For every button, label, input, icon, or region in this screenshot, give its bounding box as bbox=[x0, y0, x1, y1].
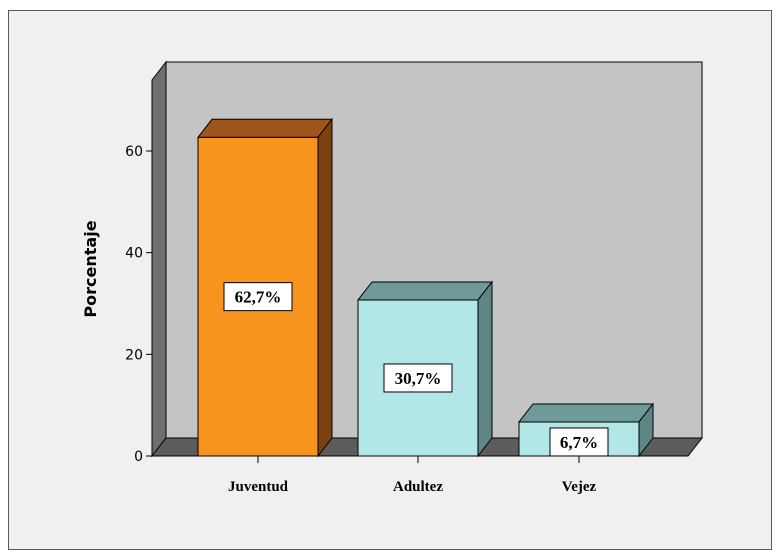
data-label-box bbox=[223, 282, 293, 312]
labels-group: 62,7% Juventud 30,7% Adultez 6,7% Vejez bbox=[223, 282, 609, 495]
y-axis: 0 20 40 60 bbox=[125, 80, 153, 465]
x-tick-label: Vejez bbox=[562, 479, 597, 495]
bar-top bbox=[356, 281, 494, 301]
bar-side bbox=[477, 280, 493, 458]
bar-top bbox=[517, 403, 655, 423]
data-label: 62,7% bbox=[235, 288, 282, 307]
bar-top bbox=[196, 118, 334, 138]
y-tick-label: 60 bbox=[125, 144, 143, 160]
y-tick-label: 0 bbox=[134, 449, 143, 465]
data-label-box bbox=[383, 363, 453, 393]
x-tick-label: Juventud bbox=[228, 479, 289, 495]
y-tick-label: 20 bbox=[125, 347, 143, 363]
y-tick-label: 40 bbox=[125, 246, 143, 262]
bar-side bbox=[317, 117, 333, 458]
plot-side-wall bbox=[151, 60, 167, 458]
data-label-box bbox=[549, 427, 609, 457]
bar-side bbox=[638, 402, 654, 458]
data-label: 6,7% bbox=[560, 433, 598, 452]
data-label: 30,7% bbox=[395, 369, 442, 388]
y-axis-label: Porcentaje bbox=[81, 220, 100, 317]
x-tick-label: Adultez bbox=[393, 479, 443, 495]
